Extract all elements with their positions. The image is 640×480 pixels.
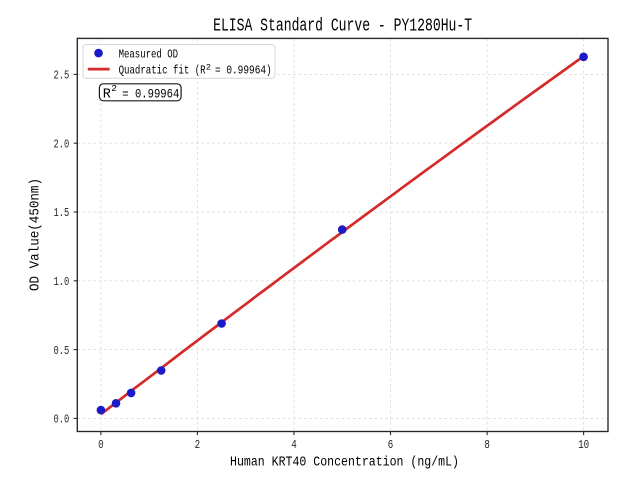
svg-text:6: 6 <box>388 438 394 452</box>
svg-text:4: 4 <box>291 438 297 452</box>
svg-text:10: 10 <box>578 438 589 452</box>
svg-text:= 0.99964: = 0.99964 <box>122 86 179 101</box>
svg-text:1.5: 1.5 <box>54 206 70 220</box>
svg-text:OD Value(450nm): OD Value(450nm) <box>29 178 44 291</box>
svg-text:2.0: 2.0 <box>54 137 70 151</box>
svg-text:2: 2 <box>206 63 211 73</box>
svg-text:R: R <box>103 87 111 102</box>
svg-text:= 0.99964): = 0.99964) <box>215 63 272 77</box>
svg-text:0: 0 <box>98 438 104 452</box>
svg-text:0.0: 0.0 <box>54 413 70 427</box>
svg-text:0.5: 0.5 <box>54 344 70 358</box>
svg-text:Measured OD: Measured OD <box>119 47 178 61</box>
svg-text:1.0: 1.0 <box>54 275 70 289</box>
svg-text:2.5: 2.5 <box>54 69 70 83</box>
svg-text:8: 8 <box>484 438 490 452</box>
svg-text:2: 2 <box>195 438 201 452</box>
svg-text:Human KRT40 Concentration (ng/: Human KRT40 Concentration (ng/mL) <box>230 455 459 470</box>
svg-text:ELISA Standard Curve - PY1280H: ELISA Standard Curve - PY1280Hu-T <box>213 16 472 37</box>
svg-text:2: 2 <box>111 83 117 94</box>
svg-text:Quadratic fit (R: Quadratic fit (R <box>119 63 206 77</box>
